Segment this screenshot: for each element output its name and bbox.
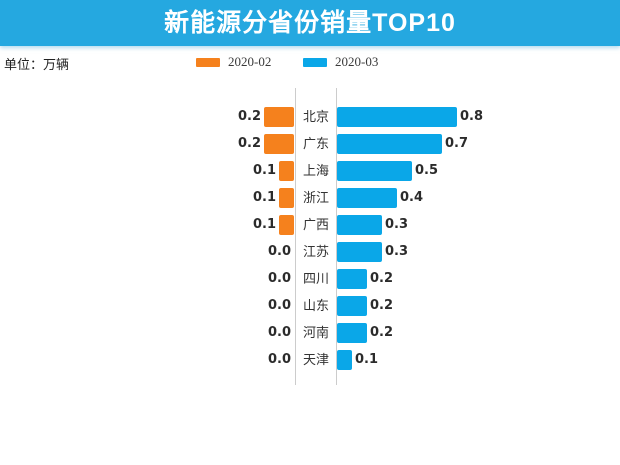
category-label-天津: 天津 xyxy=(302,352,329,367)
value-label-2020-03-广东: 0.7 xyxy=(445,136,469,151)
legend-item-2020-02[interactable]: 2020-02 xyxy=(196,53,271,71)
bar-2020-02-北京[interactable] xyxy=(264,107,294,127)
legend-item-2020-03[interactable]: 2020-03 xyxy=(303,53,378,71)
value-label-2020-02-浙江: 0.1 xyxy=(252,190,276,205)
bar-2020-03-四川[interactable] xyxy=(337,269,367,289)
bar-2020-03-山东[interactable] xyxy=(337,296,367,316)
value-label-2020-03-天津: 0.1 xyxy=(355,352,379,367)
value-label-2020-02-山东: 0.0 xyxy=(267,298,291,313)
bar-2020-03-江苏[interactable] xyxy=(337,242,382,262)
value-label-2020-03-四川: 0.2 xyxy=(370,271,394,286)
value-label-2020-02-河南: 0.0 xyxy=(267,325,291,340)
category-label-浙江: 浙江 xyxy=(302,190,329,205)
bar-2020-02-广西[interactable] xyxy=(279,215,294,235)
category-label-广西: 广西 xyxy=(302,217,329,232)
value-label-2020-03-江苏: 0.3 xyxy=(385,244,409,259)
legend-swatch-blue xyxy=(303,57,327,67)
value-label-2020-02-天津: 0.0 xyxy=(267,352,291,367)
bar-2020-02-上海[interactable] xyxy=(279,161,294,181)
legend-label-2020-03: 2020-03 xyxy=(335,54,379,69)
value-label-2020-02-上海: 0.1 xyxy=(252,163,276,178)
value-label-2020-03-河南: 0.2 xyxy=(370,325,394,340)
category-axis-right-line xyxy=(336,88,337,385)
value-label-2020-02-北京: 0.2 xyxy=(237,109,261,124)
bar-2020-03-浙江[interactable] xyxy=(337,188,397,208)
category-label-北京: 北京 xyxy=(302,109,329,124)
bar-2020-03-北京[interactable] xyxy=(337,107,457,127)
page-title: 新能源分省份销量TOP10 xyxy=(164,9,456,37)
unit-label: 单位：万辆 xyxy=(4,57,70,72)
bar-2020-03-广东[interactable] xyxy=(337,134,442,154)
value-label-2020-02-四川: 0.0 xyxy=(267,271,291,286)
value-label-2020-03-广西: 0.3 xyxy=(385,217,409,232)
bar-2020-02-广东[interactable] xyxy=(264,134,294,154)
bar-2020-03-上海[interactable] xyxy=(337,161,412,181)
value-label-2020-03-浙江: 0.4 xyxy=(400,190,424,205)
category-label-河南: 河南 xyxy=(302,325,329,340)
bar-2020-03-广西[interactable] xyxy=(337,215,382,235)
category-label-四川: 四川 xyxy=(302,271,329,286)
value-label-2020-02-广西: 0.1 xyxy=(252,217,276,232)
bar-2020-03-河南[interactable] xyxy=(337,323,367,343)
bar-2020-02-浙江[interactable] xyxy=(279,188,294,208)
value-label-2020-02-广东: 0.2 xyxy=(237,136,261,151)
value-label-2020-03-北京: 0.8 xyxy=(460,109,484,124)
legend-label-2020-02: 2020-02 xyxy=(228,54,272,69)
category-label-山东: 山东 xyxy=(302,298,329,313)
value-label-2020-03-山东: 0.2 xyxy=(370,298,394,313)
value-label-2020-02-江苏: 0.0 xyxy=(267,244,291,259)
title-bar: 新能源分省份销量TOP10 xyxy=(0,0,620,46)
category-label-上海: 上海 xyxy=(302,163,329,178)
category-label-江苏: 江苏 xyxy=(302,244,329,259)
category-label-广东: 广东 xyxy=(302,136,329,151)
legend-swatch-orange xyxy=(196,57,220,67)
value-label-2020-03-上海: 0.5 xyxy=(415,163,439,178)
bar-2020-03-天津[interactable] xyxy=(337,350,352,370)
category-axis-left-line xyxy=(295,88,296,385)
